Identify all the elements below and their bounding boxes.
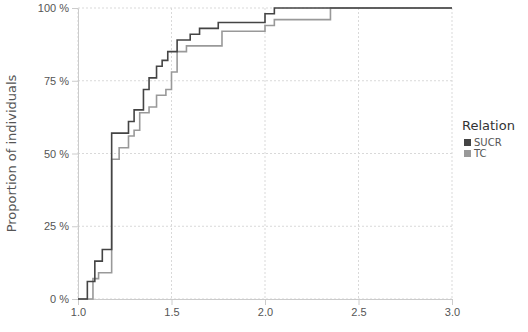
grid-line-x [265, 8, 266, 299]
x-tick-label: 1.0 [71, 306, 86, 318]
y-tick: 100 % [38, 2, 78, 14]
legend-item: SUCR [464, 137, 502, 148]
x-tick-label: 2.5 [351, 306, 366, 318]
x-tick-mark [172, 299, 173, 305]
y-tick-mark [72, 226, 78, 227]
y-tick-label: 0 % [50, 293, 69, 305]
y-tick-label: 25 % [44, 220, 69, 232]
y-axis: 0 % 25 % 50 % 75 % 100 % [38, 2, 79, 305]
legend-label: SUCR [474, 137, 502, 148]
x-tick-label: 1.5 [164, 306, 179, 318]
x-tick-mark [78, 299, 79, 305]
x-tick-mark [265, 299, 266, 305]
y-axis-line [78, 9, 79, 300]
grid-line-y [78, 153, 452, 154]
grid-line-y [78, 80, 452, 81]
y-tick-label: 100 % [38, 2, 69, 14]
x-tick: 2.5 [351, 299, 366, 318]
legend-title: Relation [462, 118, 515, 133]
y-tick: 75 % [44, 75, 78, 87]
legend-swatch [464, 139, 471, 146]
y-tick-label: 75 % [44, 75, 69, 87]
x-tick: 3.0 [445, 299, 460, 318]
y-axis-title: Proportion of individuals [4, 74, 19, 232]
chart: 1.0 1.5 2.0 2.5 3.0 0 % 25 % 50 % 75 % 100 % Propo… [0, 0, 528, 332]
series-line [78, 8, 452, 299]
x-tick-mark [452, 299, 453, 305]
legend-item: TC [464, 148, 487, 159]
plot-area [78, 8, 452, 299]
x-tick-label: 3.0 [445, 306, 460, 318]
y-tick-mark [72, 299, 78, 300]
legend-label: TC [473, 148, 487, 159]
series-line [78, 8, 452, 299]
x-axis: 1.0 1.5 2.0 2.5 3.0 [71, 299, 460, 318]
grid [78, 8, 452, 299]
y-tick-mark [72, 81, 78, 82]
x-tick: 1.5 [164, 299, 179, 318]
y-tick-mark [72, 154, 78, 155]
grid-line-y [78, 226, 452, 227]
legend: Relation SUCRTC [462, 118, 515, 159]
legend-swatch [464, 150, 471, 157]
y-tick-label: 50 % [44, 148, 69, 160]
y-tick: 50 % [44, 148, 78, 160]
y-tick: 0 % [50, 293, 78, 305]
x-tick-mark [359, 299, 360, 305]
x-tick: 1.0 [71, 299, 86, 318]
y-tick: 25 % [44, 220, 78, 232]
x-tick-label: 2.0 [258, 306, 273, 318]
y-tick-mark [72, 8, 78, 9]
x-tick: 2.0 [258, 299, 273, 318]
